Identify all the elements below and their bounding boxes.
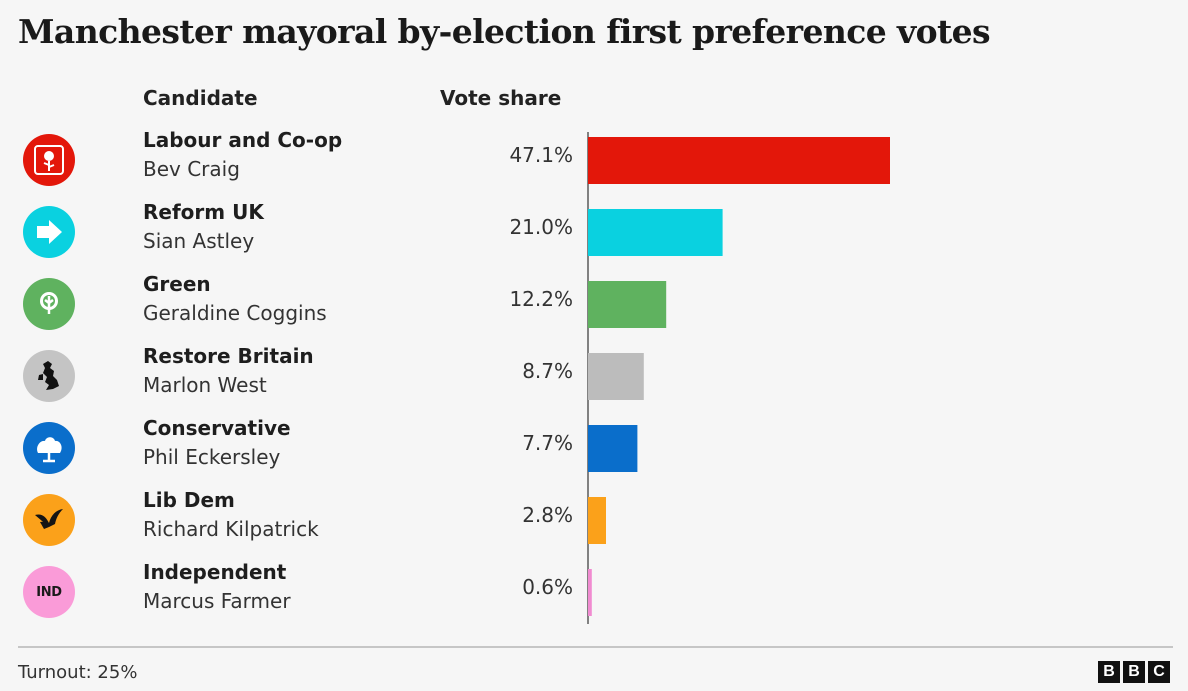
vote-share-label: 2.8% (522, 503, 573, 527)
bird-icon (23, 494, 75, 546)
candidate-name: Sian Astley (143, 229, 255, 253)
bbc-logo-letter: B (1098, 661, 1120, 683)
result-row: Labour and Co-op Bev Craig 47.1% (0, 124, 1188, 196)
party-name: Restore Britain (143, 344, 314, 368)
candidate-name: Phil Eckersley (143, 445, 281, 469)
candidate-name: Marlon West (143, 373, 267, 397)
turnout-note: Turnout: 25% (18, 662, 138, 683)
vote-share-label: 0.6% (522, 575, 573, 599)
candidate-name: Marcus Farmer (143, 589, 291, 613)
party-name: Reform UK (143, 200, 264, 224)
vote-share-label: 7.7% (522, 431, 573, 455)
result-row: Lib Dem Richard Kilpatrick 2.8% (0, 484, 1188, 556)
vote-share-bar (588, 425, 638, 472)
bbc-logo-letter: C (1148, 661, 1170, 683)
chart-title: Manchester mayoral by-election first pre… (18, 12, 991, 51)
result-row: Green Geraldine Coggins 12.2% (0, 268, 1188, 340)
vote-share-bar (588, 497, 606, 544)
vote-share-label: 47.1% (509, 143, 573, 167)
candidate-name: Bev Craig (143, 157, 240, 181)
bbc-logo: B B C (1098, 661, 1170, 683)
ind-logo-text: IND (36, 584, 62, 600)
party-name: Independent (143, 560, 287, 584)
candidate-column-header: Candidate (143, 86, 258, 110)
vote-share-bar (588, 569, 592, 616)
party-name: Conservative (143, 416, 291, 440)
vote-share-label: 8.7% (522, 359, 573, 383)
party-name: Green (143, 272, 211, 296)
rose-icon (23, 134, 75, 186)
vote-share-bar (588, 209, 723, 256)
result-row: IND Independent Marcus Farmer 0.6% (0, 556, 1188, 628)
vote-share-label: 21.0% (509, 215, 573, 239)
party-name: Labour and Co-op (143, 128, 343, 152)
result-row: Reform UK Sian Astley 21.0% (0, 196, 1188, 268)
oak-tree-icon (23, 422, 75, 474)
result-row: Restore Britain Marlon West 8.7% (0, 340, 1188, 412)
vote-share-bar (588, 353, 644, 400)
footer-divider (18, 646, 1173, 648)
vote-share-column-header: Vote share (440, 86, 562, 110)
party-name: Lib Dem (143, 488, 235, 512)
tree-icon (23, 278, 75, 330)
candidate-name: Geraldine Coggins (143, 301, 327, 325)
vote-share-bar (588, 281, 667, 328)
candidate-name: Richard Kilpatrick (143, 517, 319, 541)
arrow-icon (23, 206, 75, 258)
result-row: Conservative Phil Eckersley 7.7% (0, 412, 1188, 484)
vote-share-label: 12.2% (509, 287, 573, 311)
uk-map-icon (23, 350, 75, 402)
bbc-logo-letter: B (1123, 661, 1145, 683)
vote-share-bar (588, 137, 890, 184)
ind-icon: IND (23, 566, 75, 618)
